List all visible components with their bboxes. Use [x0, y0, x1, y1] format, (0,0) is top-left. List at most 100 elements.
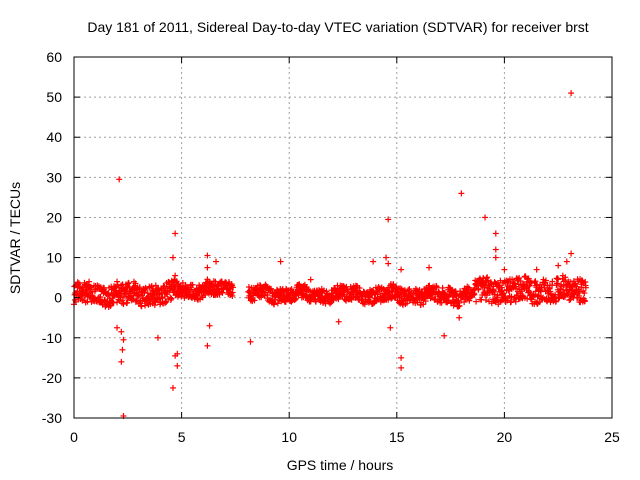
data-point: [566, 297, 573, 304]
data-point: [245, 284, 252, 291]
y-tick-label: -30: [42, 410, 62, 426]
data-point: [229, 289, 236, 296]
data-point: [402, 287, 409, 294]
data-point: [82, 286, 89, 293]
data-point: [398, 266, 405, 273]
data-point: [120, 336, 127, 343]
data-point: [494, 292, 501, 299]
y-tick-label: 30: [46, 169, 62, 185]
data-point: [97, 294, 104, 301]
data-point: [340, 291, 347, 298]
data-point: [388, 295, 395, 302]
plot-frame: [73, 56, 613, 419]
data-point: [193, 291, 200, 298]
data-point: [188, 286, 195, 293]
tick-labels: 0 5 10 15 20 25 -30 -20 -10 0 10 20 30 40 50 60: [42, 49, 620, 445]
data-point: [105, 291, 112, 298]
data-point: [251, 297, 258, 304]
data-point: [268, 285, 275, 292]
data-point: [501, 266, 508, 273]
y-tick-label: 0: [54, 290, 62, 306]
data-point: [571, 291, 578, 298]
data-point: [169, 254, 176, 261]
data-point: [509, 276, 516, 283]
data-point: [151, 302, 158, 309]
data-point: [492, 246, 499, 253]
data-point: [125, 279, 132, 286]
data-point: [532, 278, 539, 285]
data-point: [568, 90, 575, 97]
data-point: [420, 301, 427, 308]
data-point: [119, 297, 126, 304]
y-tick-label: 20: [46, 209, 62, 225]
data-point: [422, 298, 429, 305]
data-point: [114, 278, 121, 285]
data-point: [482, 214, 489, 221]
data-point: [383, 254, 390, 261]
data-point: [490, 287, 497, 294]
data-point: [204, 252, 211, 259]
data-point: [335, 318, 342, 325]
data-point: [576, 288, 583, 295]
data-point: [163, 299, 170, 306]
y-axis-title: SDTVAR / TECUs: [7, 182, 23, 294]
data-point: [101, 296, 108, 303]
grid: [74, 57, 612, 418]
data-point: [498, 284, 505, 291]
data-point: [159, 295, 166, 302]
y-tick-label: 60: [46, 49, 62, 65]
data-point: [576, 292, 583, 299]
data-point: [513, 285, 520, 292]
data-point: [206, 322, 213, 329]
data-point: [582, 284, 589, 291]
data-point: [256, 282, 263, 289]
data-point: [169, 384, 176, 391]
data-point: [177, 284, 184, 291]
data-point: [535, 293, 542, 300]
data-point: [475, 285, 482, 292]
data-point: [549, 278, 556, 285]
data-point: [555, 262, 562, 269]
data-point: [444, 298, 451, 305]
data-point: [116, 176, 123, 183]
data-point: [492, 254, 499, 261]
data-point: [219, 289, 226, 296]
data-point: [581, 297, 588, 304]
chart-title: Day 181 of 2011, Sidereal Day-to-day VTE…: [87, 19, 588, 35]
data-point: [132, 280, 139, 287]
data-points: [71, 90, 589, 419]
data-point: [492, 230, 499, 237]
data-point: [174, 362, 181, 369]
data-point: [120, 301, 127, 308]
data-point: [124, 299, 131, 306]
y-tick-label: -10: [42, 330, 62, 346]
x-tick-label: 15: [389, 429, 405, 445]
data-point: [554, 280, 561, 287]
data-point: [533, 266, 540, 273]
data-point: [446, 292, 453, 299]
x-tick-label: 0: [70, 429, 78, 445]
data-point: [212, 278, 219, 285]
data-point: [433, 284, 440, 291]
y-tick-label: -20: [42, 370, 62, 386]
x-tick-label: 5: [178, 429, 186, 445]
data-point: [141, 289, 148, 296]
data-point: [361, 301, 368, 308]
data-point: [426, 264, 433, 271]
y-tick-label: 10: [46, 250, 62, 266]
data-point: [563, 258, 570, 265]
data-point: [271, 301, 278, 308]
data-point: [277, 258, 284, 265]
data-point: [341, 288, 348, 295]
data-point: [86, 278, 93, 285]
data-point: [247, 338, 254, 345]
data-point: [172, 230, 179, 237]
data-point: [168, 295, 175, 302]
data-point: [148, 283, 155, 290]
data-point: [484, 274, 491, 281]
data-point: [561, 293, 568, 300]
data-point: [555, 295, 562, 302]
data-point: [307, 276, 314, 283]
data-point: [213, 258, 220, 265]
data-point: [229, 284, 236, 291]
